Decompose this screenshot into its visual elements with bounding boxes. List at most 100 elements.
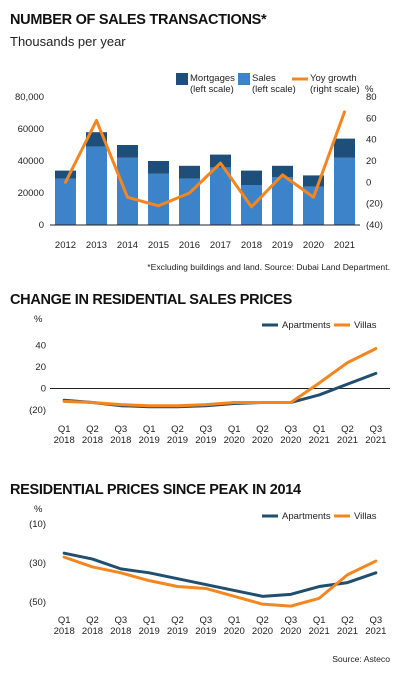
sales-bar	[117, 157, 138, 225]
chart1-x-tick-label: 2015	[148, 240, 169, 251]
chart3-unit: %	[34, 504, 43, 515]
apartments-line	[62, 551, 378, 598]
chart3-x-tick-label: Q1 2019	[139, 615, 160, 637]
prices-since-peak-chart: RESIDENTIAL PRICES SINCE PEAK IN 2014 % …	[10, 482, 390, 664]
chart2-x-tick-label: Q1 2018	[54, 424, 75, 446]
legend-apartments-label: Apartments	[282, 511, 331, 522]
mortgages-bar	[148, 161, 169, 174]
chart1-right-tick-label: 20	[366, 156, 377, 167]
mortgages-bar	[55, 170, 76, 179]
chart1-left-tick-label: 20000	[18, 188, 44, 199]
chart1-right-tick-label: 40	[366, 135, 377, 146]
chart1-x-tick-label: 2021	[334, 240, 355, 251]
chart3-x-ticks: Q1 2018 Q2 2018 Q3 2018 Q1 2019 Q2 2019 Q3 2019 Q1 20…	[54, 615, 387, 637]
chart3-x-tick-label: Q2 2018	[82, 615, 103, 637]
chart3-lines	[62, 551, 378, 608]
legend-mortgages-swatch	[176, 73, 188, 85]
chart3-x-tick-label: Q2 2021	[337, 615, 358, 637]
villas-line	[62, 555, 378, 608]
mortgages-bar	[117, 145, 138, 158]
mortgages-bar	[241, 170, 262, 185]
chart1-x-tick-label: 2014	[117, 240, 138, 251]
residential-price-change-chart: CHANGE IN RESIDENTIAL SALES PRICES % Apa…	[10, 292, 390, 446]
yoy-growth-line	[64, 110, 346, 209]
chart1-right-tick-label: (40)	[366, 220, 383, 231]
chart2-x-tick-label: Q2 2019	[167, 424, 188, 446]
mortgages-bar	[303, 175, 324, 187]
chart1-x-tick-label: 2020	[303, 240, 324, 251]
chart3-y-axis: (10) (30) (50)	[29, 519, 46, 608]
legend-villas-label: Villas	[354, 511, 377, 522]
mortgages-bar	[334, 138, 355, 158]
chart3-title: RESIDENTIAL PRICES SINCE PEAK IN 2014	[10, 482, 301, 498]
chart3-x-tick-label: Q2 2019	[167, 615, 188, 637]
legend-mortgages-label: Mortgages	[190, 73, 235, 84]
chart1-yoy-line	[64, 110, 346, 209]
chart1-x-tick-label: 2013	[86, 240, 107, 251]
chart2-x-tick-label: Q1 2021	[309, 424, 330, 446]
legend-sales-label: Sales	[252, 73, 276, 84]
chart1-x-tick-label: 2017	[210, 240, 231, 251]
villas-line	[62, 347, 378, 408]
legend-mortgages-scale: (left scale)	[190, 84, 234, 95]
chart1-right-tick-label: 60	[366, 113, 377, 124]
chart1-subtitle: Thousands per year	[10, 34, 126, 49]
chart1-right-tick-label: (20)	[366, 199, 383, 210]
chart2-y-tick-label: (20)	[29, 405, 46, 416]
chart2-x-ticks: Q1 2018 Q2 2018 Q3 2018 Q1 2019 Q2 2019 Q3 2019 Q1 20…	[54, 424, 387, 446]
mortgages-bar	[179, 165, 200, 179]
chart1-x-ticks: 2012 2013 2014 2015 2016 2017 2018 2019 2020 2021	[55, 240, 355, 251]
legend-villas-label: Villas	[354, 320, 377, 331]
chart2-y-tick-label: 20	[35, 362, 46, 373]
chart2-x-tick-label: Q3 2019	[195, 424, 216, 446]
chart2-y-tick-label: 40	[35, 340, 46, 351]
chart3-x-tick-label: Q1 2020	[224, 615, 245, 637]
sales-bar	[303, 186, 324, 225]
chart2-x-tick-label: Q2 2018	[82, 424, 103, 446]
chart2-y-tick-label: 0	[41, 383, 46, 394]
chart3-y-tick-label: (30)	[29, 558, 46, 569]
sales-bar	[55, 178, 76, 225]
mortgages-bar	[210, 154, 231, 168]
chart2-x-tick-label: Q1 2019	[139, 424, 160, 446]
legend-sales-scale: (left scale)	[252, 84, 296, 95]
sales-bar	[86, 146, 107, 225]
chart1-x-tick-label: 2016	[179, 240, 200, 251]
chart3-x-tick-label: Q1 2021	[309, 615, 330, 637]
legend-sales-swatch	[238, 73, 250, 85]
chart3-x-tick-label: Q2 2020	[252, 615, 273, 637]
chart3-legend: Apartments Villas	[262, 511, 377, 522]
sales-bar	[179, 178, 200, 225]
mortgages-bar	[272, 165, 293, 177]
chart3-x-tick-label: Q1 2018	[54, 615, 75, 637]
chart2-unit: %	[34, 314, 43, 325]
legend-yoy-scale: (right scale)	[310, 84, 360, 95]
sales-bar	[272, 177, 293, 225]
chart1-title: NUMBER OF SALES TRANSACTIONS*	[10, 12, 267, 28]
chart2-y-axis: (20) 0 20 40	[29, 340, 46, 416]
sales-bar	[210, 167, 231, 225]
chart1-bars	[55, 132, 355, 225]
chart2-x-tick-label: Q2 2020	[252, 424, 273, 446]
chart3-x-tick-label: Q3 2020	[280, 615, 301, 637]
chart1-source-note: *Excluding buildings and land. Source: D…	[147, 262, 390, 272]
sales-bar	[334, 157, 355, 225]
chart2-x-tick-label: Q3 2018	[110, 424, 131, 446]
chart1-left-tick-label: 40000	[18, 156, 44, 167]
chart2-title: CHANGE IN RESIDENTIAL SALES PRICES	[10, 292, 293, 308]
chart2-lines	[62, 347, 378, 409]
chart1-left-axis: 0 20000 40000 60000 80,000	[15, 92, 44, 231]
chart3-x-tick-label: Q3 2018	[110, 615, 131, 637]
legend-apartments-label: Apartments	[282, 320, 331, 331]
chart3-y-tick-label: (50)	[29, 597, 46, 608]
chart1-right-tick-label: 0	[366, 177, 371, 188]
apartments-line	[62, 371, 378, 409]
chart3-y-tick-label: (10)	[29, 519, 46, 530]
chart2-legend: Apartments Villas	[262, 320, 377, 331]
chart1-x-tick-label: 2018	[241, 240, 262, 251]
chart3-x-tick-label: Q3 2021	[365, 615, 386, 637]
chart1-left-tick-label: 60000	[18, 124, 44, 135]
chart2-x-tick-label: Q3 2020	[280, 424, 301, 446]
sales-bar	[148, 173, 169, 225]
